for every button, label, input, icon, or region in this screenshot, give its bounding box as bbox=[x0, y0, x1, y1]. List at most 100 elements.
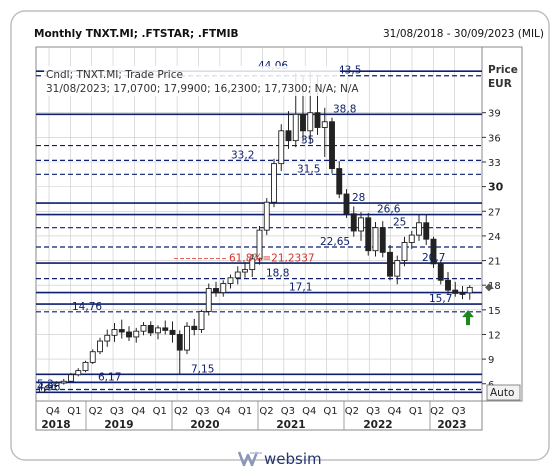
candle-body bbox=[213, 288, 219, 294]
legend-series: Cndl; TNXT.MI; Trade Price bbox=[46, 69, 183, 81]
level-label: 14,76 bbox=[72, 301, 102, 313]
x-quarter-label: Q3 bbox=[110, 406, 124, 417]
candle-body bbox=[256, 229, 263, 260]
candle-body bbox=[140, 324, 147, 332]
chart-title: Monthly TNXT.MI; .FTSTAR; .FTMIB bbox=[34, 28, 239, 40]
candle-body bbox=[401, 242, 408, 261]
candle-body bbox=[394, 260, 401, 277]
candle-body bbox=[46, 384, 53, 389]
legend-bg bbox=[44, 66, 340, 96]
candle-body bbox=[227, 277, 234, 284]
candle-body bbox=[437, 263, 444, 281]
candle-body bbox=[350, 213, 357, 232]
level-label: 4,96 bbox=[37, 381, 61, 393]
x-axis-panel bbox=[35, 400, 483, 431]
y-axis-title: Price bbox=[488, 64, 518, 76]
candle-body bbox=[271, 163, 277, 203]
candle-body bbox=[198, 311, 205, 330]
y-tick-label: 39 bbox=[488, 109, 501, 120]
candle-body bbox=[169, 329, 176, 335]
auto-scale-button[interactable]: Auto bbox=[486, 384, 521, 401]
x-quarter-label: Q3 bbox=[366, 406, 380, 417]
candle-body bbox=[184, 325, 190, 351]
websim-logo-icon bbox=[237, 451, 262, 467]
candle-body bbox=[372, 227, 379, 252]
level-label: 25 bbox=[393, 217, 406, 229]
level-label: 7,15 bbox=[191, 363, 214, 375]
x-year-label: 2021 bbox=[276, 419, 305, 431]
candle-body bbox=[365, 217, 372, 252]
candle-body bbox=[459, 292, 466, 295]
candle-body bbox=[53, 382, 60, 386]
x-quarter-label: Q4 bbox=[387, 406, 401, 417]
level-label: 31,5 bbox=[297, 163, 320, 175]
x-quarter-label: Q1 bbox=[323, 406, 337, 417]
y-tick-label: 24 bbox=[488, 232, 501, 243]
y-tick-label: 15 bbox=[488, 306, 501, 317]
level-label: 43,5 bbox=[338, 65, 361, 77]
auto-scale-button-label[interactable]: Auto bbox=[490, 387, 514, 399]
candle-body bbox=[75, 370, 82, 376]
candle-body bbox=[133, 330, 140, 338]
candle-body bbox=[445, 279, 451, 291]
candle-body bbox=[205, 288, 212, 312]
x-quarter-label: Q4 bbox=[131, 406, 145, 417]
y-axis-panel bbox=[481, 46, 523, 402]
last-price-marker-icon bbox=[485, 283, 493, 292]
candle-body bbox=[408, 234, 415, 243]
x-year-label: 2022 bbox=[363, 419, 392, 431]
y-tick-label: 21 bbox=[488, 257, 501, 268]
candle-body bbox=[358, 217, 364, 232]
candle-body bbox=[321, 121, 328, 128]
candle-body bbox=[176, 334, 183, 351]
candle-body bbox=[423, 222, 430, 240]
y-tick-label: 30 bbox=[488, 181, 504, 194]
x-year-label: 2018 bbox=[41, 419, 70, 431]
y-tick-label: 36 bbox=[488, 133, 501, 144]
date-range: 31/08/2018 - 30/09/2023 (MIL) bbox=[382, 28, 544, 40]
candle-body bbox=[97, 340, 103, 353]
candle-body bbox=[379, 227, 386, 253]
x-quarter-label: Q1 bbox=[153, 406, 167, 417]
x-quarter-label: Q2 bbox=[259, 406, 273, 417]
x-year-label: 2019 bbox=[104, 419, 133, 431]
candle-body bbox=[329, 121, 335, 170]
candle-body bbox=[307, 112, 314, 132]
y-tick-label: 33 bbox=[488, 158, 501, 169]
candle-body bbox=[263, 201, 270, 231]
y-tick-label: 9 bbox=[488, 355, 494, 366]
legend-values: 31/08/2023; 17,0700; 17,9900; 16,2300; 1… bbox=[46, 83, 359, 95]
level-label: 18,8 bbox=[266, 268, 289, 280]
x-year-label: 2023 bbox=[437, 419, 466, 431]
x-quarter-label: Q2 bbox=[345, 406, 359, 417]
candle-body bbox=[147, 324, 154, 334]
candle-body bbox=[387, 251, 393, 277]
candle-body bbox=[314, 112, 321, 128]
up-arrow-icon bbox=[462, 310, 474, 326]
auto-scale-button-bg[interactable] bbox=[486, 384, 521, 401]
level-label: 35 bbox=[301, 135, 314, 147]
level-label: 26,6 bbox=[377, 204, 401, 216]
x-quarter-label: Q4 bbox=[302, 406, 316, 417]
candle-body bbox=[416, 222, 422, 236]
y-tick-label: 18 bbox=[488, 281, 501, 292]
candle-body bbox=[104, 334, 111, 342]
candle-body bbox=[89, 351, 96, 363]
x-quarter-label: Q1 bbox=[67, 406, 81, 417]
candle-body bbox=[242, 269, 248, 273]
candle-body bbox=[336, 168, 343, 195]
candle-body bbox=[155, 327, 161, 334]
level-label: 22,65 bbox=[320, 236, 350, 248]
x-quarter-label: Q1 bbox=[409, 406, 423, 417]
candle-body bbox=[68, 374, 74, 382]
x-quarter-label: Q1 bbox=[238, 406, 252, 417]
level-label: 33,2 bbox=[231, 149, 254, 161]
x-quarter-label: Q4 bbox=[46, 406, 60, 417]
fib-label: 61,8%=21,2337 bbox=[229, 253, 315, 265]
candle-body bbox=[39, 387, 45, 393]
level-label: 17,1 bbox=[289, 282, 312, 294]
x-quarter-label: Q2 bbox=[174, 406, 188, 417]
candle-body bbox=[466, 286, 473, 294]
level-label: 6,17 bbox=[98, 371, 121, 383]
candle-body bbox=[285, 130, 292, 142]
